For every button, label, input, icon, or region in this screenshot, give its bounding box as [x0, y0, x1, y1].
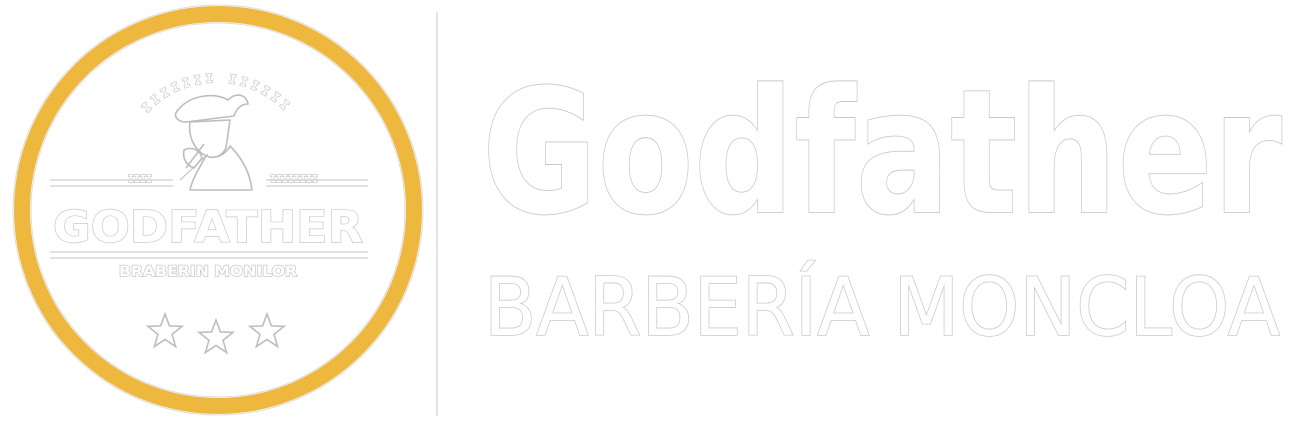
- emblem-subtitle: BRABERIN MONILOR: [119, 264, 297, 280]
- barber-silhouette-icon: [174, 94, 253, 191]
- brand-tagline: BARBERÍA MONCLOA: [484, 260, 1280, 350]
- wordmark: Godfather BARBERÍA MONCLOA: [480, 60, 1290, 350]
- brand-name: Godfather: [482, 60, 1282, 253]
- divider: [436, 12, 438, 416]
- emblem-name: GODFATHER: [53, 202, 363, 253]
- logo-emblem: IIIIIII IIIIII IIII IIIIIIII GODFATHER: [8, 0, 428, 420]
- emblem-ring: [14, 6, 422, 414]
- star-icon: [145, 311, 185, 349]
- star-icon: [196, 317, 236, 355]
- rating-stars: [145, 311, 287, 355]
- star-icon: [247, 311, 287, 349]
